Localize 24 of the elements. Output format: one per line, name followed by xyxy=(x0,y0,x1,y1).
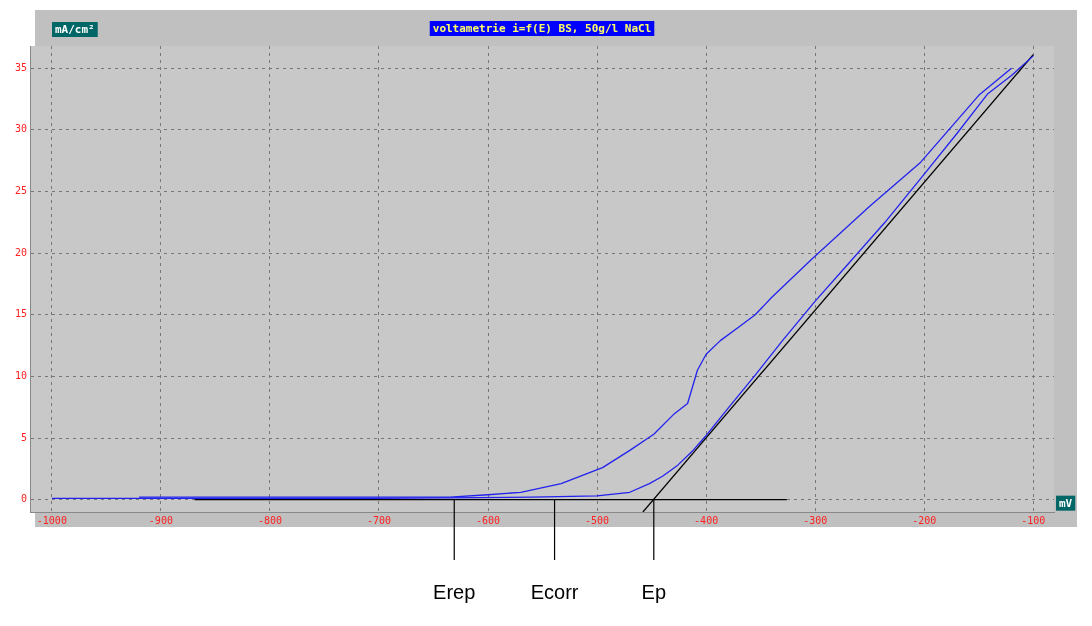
x-tick-label: -600 xyxy=(475,514,501,526)
y-tick-label: 35 xyxy=(14,61,28,73)
y-tick-label: 10 xyxy=(14,369,28,381)
x-tick-label: -700 xyxy=(366,514,392,526)
x-tick-label: -100 xyxy=(1021,514,1046,526)
y-tick-label: 25 xyxy=(14,185,28,197)
x-tick-label: -300 xyxy=(803,514,828,526)
annotation: Ecorr xyxy=(530,580,579,603)
y-axis-title: mA/cm² xyxy=(55,22,95,36)
x-tick-label: -1000 xyxy=(36,514,67,526)
annotation: Ep xyxy=(641,580,667,603)
x-tick-label: -800 xyxy=(257,514,282,526)
x-tick-label: -500 xyxy=(585,514,610,526)
chart-title: voltametrie i=f(E) BS, 50g/l NaCl xyxy=(432,21,652,35)
x-tick-label: -400 xyxy=(694,514,719,526)
y-tick-label: 5 xyxy=(21,431,28,443)
annotation: Erep xyxy=(433,580,476,603)
y-tick-label: 15 xyxy=(14,308,28,320)
y-tick-label: 30 xyxy=(14,123,28,135)
x-tick-label: -900 xyxy=(148,514,173,526)
x-axis-title: mV xyxy=(1059,496,1073,510)
y-tick-label: 20 xyxy=(14,246,28,258)
y-tick-label: 0 xyxy=(21,493,28,505)
x-tick-label: -200 xyxy=(912,514,937,526)
